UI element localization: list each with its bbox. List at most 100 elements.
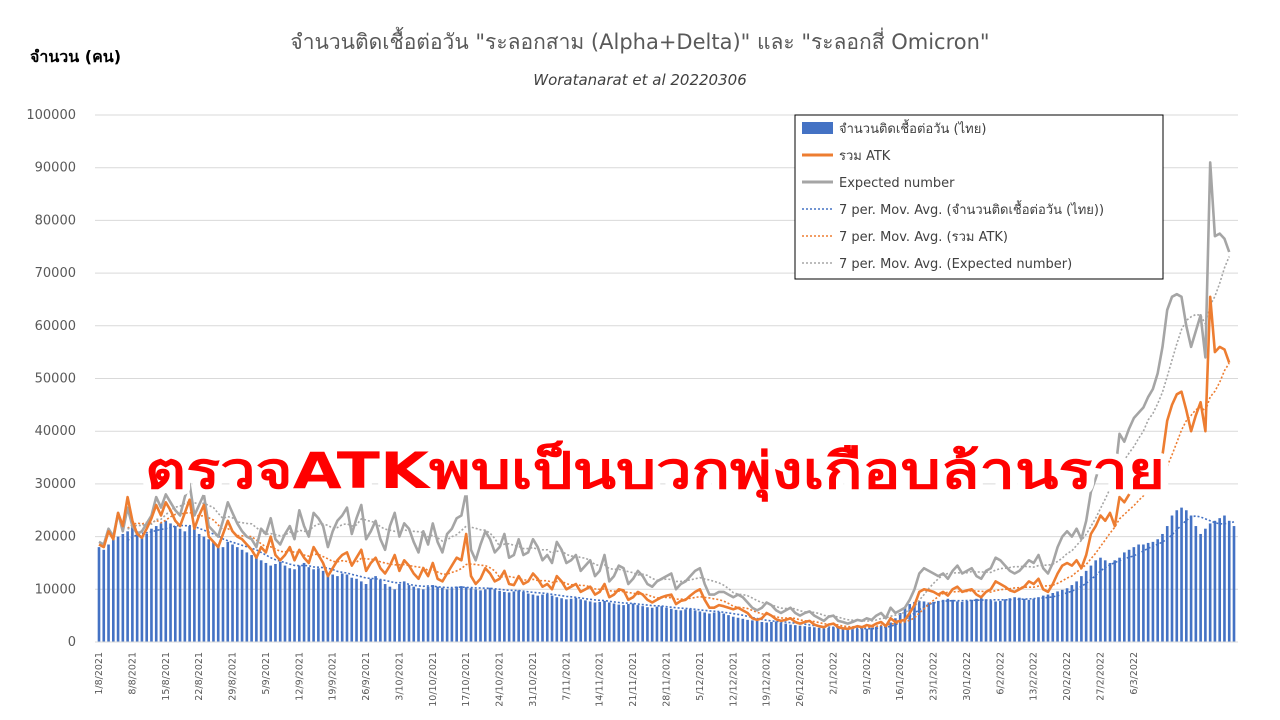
bar: [164, 520, 168, 642]
bar: [846, 629, 850, 642]
bar: [779, 622, 783, 642]
bar: [588, 601, 592, 642]
bar: [1156, 539, 1160, 642]
bar: [460, 586, 463, 642]
bar: [226, 541, 230, 642]
bar: [1161, 533, 1164, 642]
bar: [641, 606, 644, 642]
bar: [851, 629, 854, 642]
chart-title: จำนวนติดเชื้อต่อวัน "ระลอกสาม (Alpha+Del…: [290, 27, 989, 54]
bar: [1051, 592, 1055, 642]
bar: [369, 578, 373, 642]
bar: [755, 620, 759, 642]
bar: [307, 567, 311, 642]
bar: [331, 574, 334, 642]
bar: [1061, 589, 1064, 642]
bar: [774, 621, 778, 642]
bar: [627, 604, 630, 642]
bar: [178, 528, 182, 642]
bar: [326, 573, 330, 642]
bar: [879, 625, 883, 642]
bar: [674, 609, 678, 642]
bar: [855, 628, 859, 642]
x-tick-label: 26/12/2021: [795, 652, 806, 707]
bar: [221, 547, 225, 642]
bar: [975, 598, 978, 642]
bar: [603, 600, 606, 642]
bar: [126, 531, 129, 642]
x-tick-label: 2/1/2022: [828, 652, 839, 695]
legend-label-ma-atk: 7 per. Mov. Avg. (รวม ATK): [839, 230, 1008, 245]
bar: [393, 589, 396, 642]
y-axis-label: จำนวน (คน): [30, 47, 121, 66]
bar: [841, 628, 845, 642]
y-tick-label: 80000: [35, 213, 76, 228]
headline-overlay: ตรวจATKพบเป็นบวกพุ่งเกือบล้านราย: [145, 440, 1165, 502]
bar: [569, 598, 573, 642]
bar: [789, 624, 792, 642]
bar: [173, 526, 177, 642]
bar: [1142, 544, 1145, 642]
bar: [207, 539, 210, 642]
x-tick-label: 13/2/2022: [1029, 652, 1040, 701]
bar: [941, 599, 945, 642]
x-tick-label: 9/1/2022: [862, 652, 873, 695]
bar: [374, 576, 377, 642]
bar: [894, 618, 897, 642]
bar: [1204, 528, 1207, 642]
bar: [197, 533, 201, 642]
bar: [493, 589, 497, 642]
bar: [302, 562, 306, 642]
bar: [1180, 507, 1183, 642]
bar: [836, 628, 840, 642]
bar: [507, 592, 511, 642]
bar: [255, 557, 258, 642]
legend-swatch-bars: [802, 122, 833, 134]
bar: [536, 595, 540, 642]
bar: [116, 536, 120, 642]
x-tick-label: 30/1/2022: [962, 652, 973, 701]
bar: [860, 628, 864, 642]
x-tick-label: 6/2/2022: [995, 652, 1006, 695]
bar: [1165, 526, 1169, 642]
bar: [960, 601, 964, 642]
x-tick-label: 29/8/2021: [228, 652, 239, 701]
bar: [321, 570, 325, 642]
x-tick-label: 5/12/2021: [695, 652, 706, 701]
bar: [1037, 597, 1040, 642]
bar: [1218, 518, 1222, 642]
x-tick-label: 24/10/2021: [495, 652, 506, 707]
bar: [970, 599, 974, 642]
bar: [188, 526, 191, 642]
bar: [202, 536, 206, 642]
x-tick-label: 28/11/2021: [662, 652, 673, 707]
bar: [464, 587, 468, 642]
bar: [479, 590, 482, 642]
bar: [708, 613, 711, 642]
bar: [317, 568, 320, 642]
y-tick-label: 10000: [35, 582, 76, 597]
bar: [989, 600, 993, 642]
bar: [927, 602, 931, 642]
bar: [1065, 588, 1069, 642]
bar: [593, 602, 597, 642]
bar: [865, 628, 869, 642]
bar: [746, 619, 749, 642]
bar: [650, 607, 654, 642]
bar: [145, 533, 149, 642]
bar: [150, 528, 153, 642]
bar: [522, 591, 525, 642]
bar: [741, 618, 745, 642]
bar: [1175, 510, 1179, 642]
bar: [1194, 526, 1198, 642]
bar: [584, 600, 587, 642]
bar: [293, 569, 296, 642]
bar: [1127, 549, 1131, 642]
bar: [1022, 598, 1026, 642]
bar: [154, 526, 158, 642]
y-tick-label: 30000: [35, 477, 76, 492]
bar: [297, 565, 301, 642]
legend-label-ma-expected: 7 per. Mov. Avg. (Expected number): [839, 257, 1072, 272]
x-tick-label: 1/8/2021: [94, 652, 105, 695]
bar: [1075, 581, 1078, 642]
